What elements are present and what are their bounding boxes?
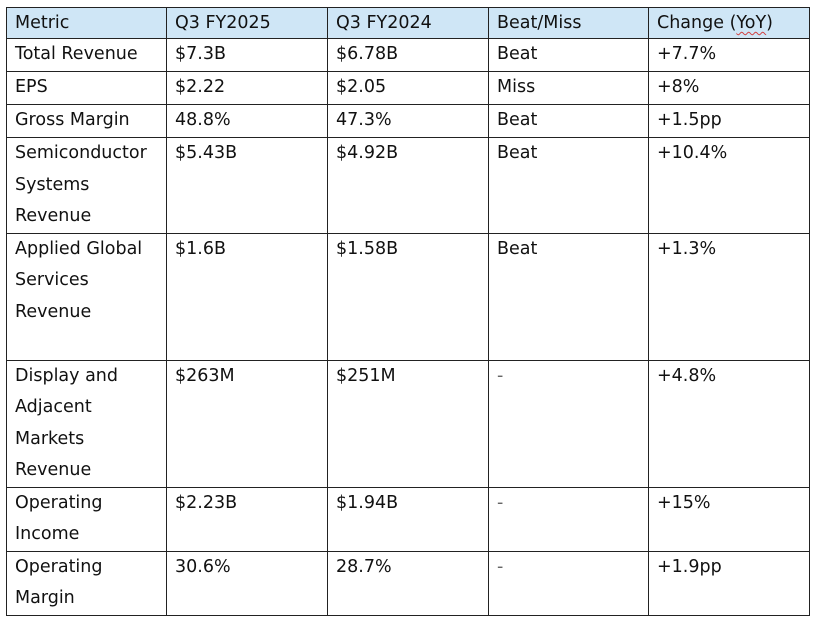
fy2024-cell: $1.94B	[327, 486, 489, 552]
fy2025-cell: 48.8%	[166, 104, 328, 138]
header-q3-fy2024: Q3 FY2024	[327, 7, 489, 39]
fy2024-cell: $251M	[327, 359, 489, 488]
header-change-close: )	[766, 13, 773, 33]
metric-cell: Gross Margin	[6, 104, 167, 138]
beat-miss-cell: Beat	[488, 232, 649, 361]
change-cell: +1.9pp	[648, 550, 810, 616]
table-row: Total Revenue $7.3B $6.78B Beat +7.7%	[6, 38, 810, 72]
table-row: Gross Margin 48.8% 47.3% Beat +1.5pp	[6, 104, 810, 138]
change-cell: +1.3%	[648, 232, 810, 361]
fy2024-cell: $1.58B	[327, 232, 489, 361]
fy2025-cell: $7.3B	[166, 38, 328, 72]
fy2025-cell: $2.22	[166, 71, 328, 105]
table-row: Display and Adjacent Markets Revenue $26…	[6, 359, 810, 488]
fy2025-cell: $5.43B	[166, 137, 328, 234]
fy2025-cell: $263M	[166, 359, 328, 488]
change-cell: +4.8%	[648, 359, 810, 488]
metric-cell: Total Revenue	[6, 38, 167, 72]
beat-miss-cell: Beat	[488, 38, 649, 72]
metric-cell: Applied Global Services Revenue	[6, 232, 167, 361]
metric-cell: Semiconductor Systems Revenue	[6, 137, 167, 234]
table-row: Operating Income $2.23B $1.94B - +15%	[6, 486, 810, 552]
header-change-label: Change (	[657, 13, 737, 33]
beat-miss-cell: -	[488, 486, 649, 552]
header-row: Metric Q3 FY2025 Q3 FY2024 Beat/Miss Cha…	[6, 7, 810, 39]
table-row: Applied Global Services Revenue $1.6B $1…	[6, 232, 810, 361]
header-beat-miss: Beat/Miss	[488, 7, 649, 39]
metric-cell: Display and Adjacent Markets Revenue	[6, 359, 167, 488]
fy2025-cell: 30.6%	[166, 550, 328, 616]
fy2024-cell: $4.92B	[327, 137, 489, 234]
fy2024-cell: 28.7%	[327, 550, 489, 616]
change-cell: +10.4%	[648, 137, 810, 234]
change-cell: +1.5pp	[648, 104, 810, 138]
metric-cell: EPS	[6, 71, 167, 105]
beat-miss-cell: Miss	[488, 71, 649, 105]
fy2024-cell: $6.78B	[327, 38, 489, 72]
table-row: EPS $2.22 $2.05 Miss +8%	[6, 71, 810, 105]
beat-miss-cell: Beat	[488, 137, 649, 234]
earnings-table: Metric Q3 FY2025 Q3 FY2024 Beat/Miss Cha…	[6, 7, 810, 616]
fy2025-cell: $2.23B	[166, 486, 328, 552]
table-row: Operating Margin 30.6% 28.7% - +1.9pp	[6, 550, 810, 616]
header-change-yoy: Change (YoY)	[648, 7, 810, 39]
beat-miss-cell: Beat	[488, 104, 649, 138]
change-cell: +15%	[648, 486, 810, 552]
table-row: Semiconductor Systems Revenue $5.43B $4.…	[6, 137, 810, 234]
header-q3-fy2025: Q3 FY2025	[166, 7, 328, 39]
fy2025-cell: $1.6B	[166, 232, 328, 361]
header-yoy-label: YoY	[736, 13, 767, 33]
change-cell: +8%	[648, 71, 810, 105]
metric-cell: Operating Margin	[6, 550, 167, 616]
metric-cell: Operating Income	[6, 486, 167, 552]
beat-miss-cell: -	[488, 359, 649, 488]
header-metric: Metric	[6, 7, 167, 39]
change-cell: +7.7%	[648, 38, 810, 72]
beat-miss-cell: -	[488, 550, 649, 616]
fy2024-cell: 47.3%	[327, 104, 489, 138]
fy2024-cell: $2.05	[327, 71, 489, 105]
